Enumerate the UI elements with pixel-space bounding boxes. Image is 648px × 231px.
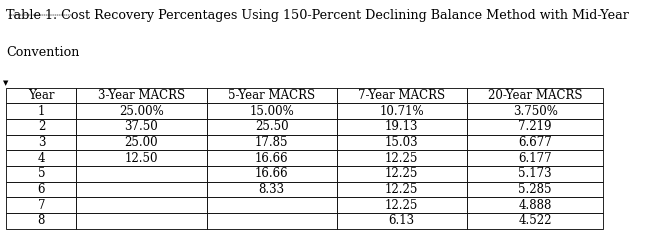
Text: 6.13: 6.13: [389, 214, 415, 227]
Text: 7: 7: [38, 199, 45, 212]
Bar: [207, 103, 337, 119]
Bar: [467, 119, 603, 135]
Text: 5.173: 5.173: [518, 167, 552, 180]
Text: 17.85: 17.85: [255, 136, 288, 149]
Text: 2: 2: [38, 120, 45, 134]
Text: 25.00: 25.00: [124, 136, 158, 149]
Text: Convention: Convention: [6, 46, 80, 59]
Bar: [467, 197, 603, 213]
Bar: [6, 166, 76, 182]
Bar: [337, 88, 467, 103]
Text: 4.888: 4.888: [518, 199, 552, 212]
Text: 12.25: 12.25: [385, 152, 419, 165]
Text: 8: 8: [38, 214, 45, 227]
Text: 16.66: 16.66: [255, 152, 288, 165]
Text: 6.177: 6.177: [518, 152, 552, 165]
Text: 25.50: 25.50: [255, 120, 288, 134]
Bar: [6, 213, 76, 229]
Text: 10.71%: 10.71%: [380, 105, 424, 118]
Bar: [6, 197, 76, 213]
Text: 8.33: 8.33: [259, 183, 284, 196]
Text: 7-Year MACRS: 7-Year MACRS: [358, 89, 445, 102]
Bar: [337, 166, 467, 182]
Text: 5.285: 5.285: [518, 183, 552, 196]
Bar: [76, 103, 207, 119]
Bar: [467, 213, 603, 229]
Bar: [337, 182, 467, 197]
Text: Table 1. Cost Recovery Percentages Using 150-Percent Declining Balance Method wi: Table 1. Cost Recovery Percentages Using…: [6, 9, 629, 22]
Text: 20-Year MACRS: 20-Year MACRS: [488, 89, 583, 102]
Text: 12.25: 12.25: [385, 167, 419, 180]
Bar: [207, 150, 337, 166]
Bar: [76, 88, 207, 103]
Bar: [207, 182, 337, 197]
Bar: [6, 182, 76, 197]
Bar: [76, 213, 207, 229]
Bar: [76, 197, 207, 213]
Bar: [467, 166, 603, 182]
Bar: [76, 119, 207, 135]
Bar: [467, 135, 603, 150]
Bar: [467, 182, 603, 197]
Bar: [337, 103, 467, 119]
Text: ▼: ▼: [3, 80, 8, 86]
Bar: [207, 119, 337, 135]
Bar: [337, 197, 467, 213]
Text: 5: 5: [38, 167, 45, 180]
Bar: [6, 150, 76, 166]
Bar: [207, 166, 337, 182]
Text: 15.03: 15.03: [385, 136, 419, 149]
Bar: [6, 135, 76, 150]
Text: 5-Year MACRS: 5-Year MACRS: [228, 89, 315, 102]
Text: 15.00%: 15.00%: [249, 105, 294, 118]
Text: 6.677: 6.677: [518, 136, 552, 149]
Bar: [6, 88, 76, 103]
Bar: [6, 119, 76, 135]
Bar: [76, 135, 207, 150]
Bar: [337, 119, 467, 135]
Bar: [207, 88, 337, 103]
Bar: [467, 103, 603, 119]
Bar: [467, 150, 603, 166]
Text: 12.50: 12.50: [124, 152, 158, 165]
Text: 4: 4: [38, 152, 45, 165]
Text: 25.00%: 25.00%: [119, 105, 164, 118]
Text: 19.13: 19.13: [385, 120, 419, 134]
Bar: [6, 103, 76, 119]
Bar: [207, 213, 337, 229]
Bar: [207, 197, 337, 213]
Text: 7.219: 7.219: [518, 120, 552, 134]
Bar: [207, 135, 337, 150]
Text: 37.50: 37.50: [124, 120, 158, 134]
Bar: [337, 150, 467, 166]
Text: Year: Year: [28, 89, 54, 102]
Text: 4.522: 4.522: [518, 214, 552, 227]
Text: 1: 1: [38, 105, 45, 118]
Bar: [76, 166, 207, 182]
Text: 3: 3: [38, 136, 45, 149]
Text: 3.750%: 3.750%: [513, 105, 557, 118]
Bar: [76, 150, 207, 166]
Text: 3-Year MACRS: 3-Year MACRS: [98, 89, 185, 102]
Text: 12.25: 12.25: [385, 199, 419, 212]
Bar: [467, 88, 603, 103]
Text: 12.25: 12.25: [385, 183, 419, 196]
Bar: [337, 213, 467, 229]
Text: 16.66: 16.66: [255, 167, 288, 180]
Bar: [76, 182, 207, 197]
Bar: [337, 135, 467, 150]
Text: 6: 6: [38, 183, 45, 196]
